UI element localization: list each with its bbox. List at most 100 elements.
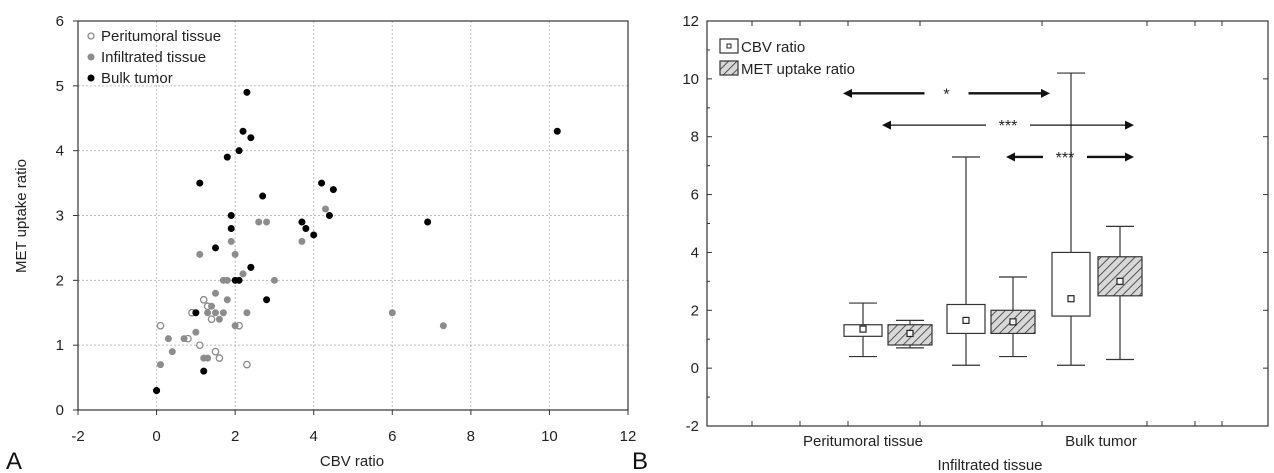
box-median-marker xyxy=(1116,277,1124,285)
scatter-point xyxy=(247,263,255,271)
boxplot-y-tick-label: 2 xyxy=(691,302,699,319)
scatter-y-axis-title: MET uptake ratio xyxy=(13,159,30,273)
significance-arrowhead xyxy=(1125,152,1134,162)
scatter-point xyxy=(164,335,172,343)
scatter-x-tick-label: 6 xyxy=(388,428,396,445)
scatter-point xyxy=(223,276,231,284)
box-median-marker xyxy=(906,329,914,338)
boxplot-y-tick-label: 12 xyxy=(682,13,699,30)
scatter-x-tick-label: 10 xyxy=(541,428,558,445)
significance-arrowhead xyxy=(1041,88,1050,98)
scatter-y-tick-label: 4 xyxy=(56,143,64,160)
scatter-point xyxy=(153,387,161,395)
scatter-point xyxy=(263,296,271,304)
boxplot-y-tick-label: 4 xyxy=(691,244,699,261)
scatter-point xyxy=(239,127,247,135)
scatter-point xyxy=(227,237,235,245)
scatter-point xyxy=(231,250,239,258)
boxplot-plot-frame xyxy=(706,20,1269,427)
scatter-point xyxy=(212,309,220,317)
scatter-point xyxy=(255,218,263,226)
scatter-point xyxy=(196,250,204,258)
significance-arrowhead xyxy=(843,88,852,98)
box-iqr xyxy=(1051,251,1091,317)
scatter-x-tick-label: 4 xyxy=(310,428,318,445)
boxplot-category-label: Bulk tumor xyxy=(1065,433,1137,450)
legend-label: Infiltrated tissue xyxy=(101,49,206,66)
scatter-point xyxy=(231,322,239,330)
box-median-marker xyxy=(859,325,867,333)
significance-arrowhead xyxy=(882,120,891,130)
scatter-x-tick-label: 0 xyxy=(152,428,160,445)
scatter-point xyxy=(180,335,188,343)
boxplot-x-ticks: Peritumoral tissue Bulk tumor xyxy=(751,21,1223,450)
legend-marker xyxy=(87,53,95,61)
legend-label: Bulk tumor xyxy=(101,70,173,87)
scatter-point xyxy=(168,348,176,356)
significance-arrows: ******* xyxy=(843,86,1134,167)
boxplot-y-tick-label: 10 xyxy=(682,71,699,88)
legend-marker xyxy=(87,74,95,82)
scatter-point xyxy=(212,244,220,252)
scatter-point xyxy=(192,309,200,317)
scatter-point xyxy=(553,127,561,135)
scatter-point xyxy=(157,361,165,369)
scatter-y-ticks: 0 1 2 3 4 5 6 xyxy=(56,13,78,419)
scatter-y-tick-label: 3 xyxy=(56,208,64,225)
panel-letter-b: B xyxy=(632,448,648,473)
legend-label: CBV ratio xyxy=(741,39,805,56)
boxplot-y-ticks: -2 0 2 4 6 8 10 12 xyxy=(682,13,1268,435)
scatter-y-tick-label: 1 xyxy=(56,337,64,354)
scatter-y-tick-label: 0 xyxy=(56,402,64,419)
scatter-x-axis-title: CBV ratio xyxy=(320,453,384,470)
scatter-point xyxy=(156,321,165,330)
legend-swatch-marker xyxy=(726,43,732,49)
scatter-points xyxy=(153,88,561,395)
scatter-point xyxy=(200,367,208,375)
scatter-point xyxy=(215,315,223,323)
scatter-point xyxy=(247,134,255,142)
scatter-point xyxy=(318,179,326,187)
scatter-point xyxy=(259,192,267,200)
scatter-point xyxy=(235,147,243,155)
scatter-point xyxy=(207,315,216,324)
scatter-x-tick-label: 2 xyxy=(231,428,239,445)
boxplot-legend: CBV ratio MET uptake ratio xyxy=(719,38,855,78)
scatter-y-tick-label: 6 xyxy=(56,13,64,30)
scatter-point xyxy=(219,309,227,317)
boxplot-y-tick-label: -2 xyxy=(686,418,699,435)
scatter-point xyxy=(424,218,432,226)
scatter-point xyxy=(212,289,220,297)
scatter-legend: Peritumoral tissue Infiltrated tissue Bulk… xyxy=(87,28,221,87)
scatter-point xyxy=(223,296,231,304)
boxplot-category-label: Peritumoral tissue xyxy=(803,433,923,450)
scatter-x-tick-label: 12 xyxy=(620,428,637,445)
scatter-x-tick-label: -2 xyxy=(71,428,84,445)
scatter-point xyxy=(329,186,337,194)
box-median-marker xyxy=(1009,318,1017,326)
scatter-point xyxy=(192,328,200,336)
scatter-point xyxy=(215,354,224,362)
box-iqr xyxy=(946,303,986,335)
panel-letter-a: A xyxy=(6,448,22,473)
scatter-point xyxy=(199,295,208,304)
significance-arrowhead xyxy=(1006,152,1015,162)
scatter-x-tick-label: 8 xyxy=(467,428,475,445)
boxplot-y-tick-label: 6 xyxy=(691,187,699,204)
scatter-y-tick-label: 2 xyxy=(56,272,64,289)
scatter-point xyxy=(310,231,318,239)
scatter-point xyxy=(298,237,306,245)
boxplot-x-axis-title: Infiltrated tissue xyxy=(937,457,1042,473)
scatter-point xyxy=(302,224,310,232)
scatter-point xyxy=(204,309,212,317)
scatter-point xyxy=(196,179,204,187)
scatter-point xyxy=(298,218,306,226)
scatter-x-ticks: -2 0 2 4 6 8 10 12 xyxy=(71,410,636,445)
legend-marker xyxy=(87,32,95,40)
legend-label: MET uptake ratio xyxy=(741,61,855,78)
scatter-point xyxy=(388,309,396,317)
scatter-point xyxy=(439,322,447,330)
scatter-point xyxy=(223,153,231,161)
scatter-point xyxy=(321,205,329,213)
